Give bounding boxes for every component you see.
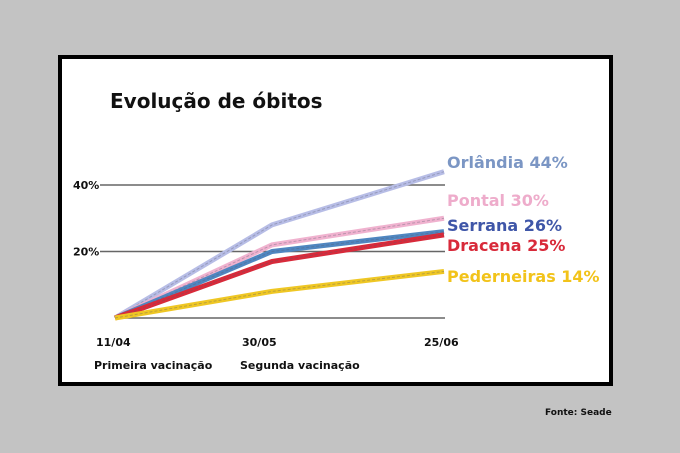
series-label: Pederneiras 14% [447,267,600,286]
series-label: Pontal 30% [447,191,549,210]
series-line-serrana [114,229,445,321]
series-line-pederneiras [114,268,445,321]
series-label: Orlândia 44% [447,153,568,172]
y-ticks: 20% 40% [73,179,99,259]
series-line-texture [114,231,445,319]
chart-frame [58,55,613,386]
y-tick-label: 20% [73,246,99,259]
chart-title: Evolução de óbitos [110,89,323,113]
x-tick-label: 25/06 [424,336,459,349]
series-label: Dracena 25% [447,236,565,255]
series-label: Serrana 26% [447,216,562,235]
x-tick-label: 11/04 [96,336,131,349]
series-lines [113,169,445,321]
series-line-texture [114,234,445,319]
x-tick-label: 30/05 [242,336,277,349]
x-ticks: 11/04 Primeira vacinação 30/05 Segunda vaci… [94,336,459,372]
x-tick-note: Primeira vacinação [94,359,213,372]
x-tick-note: Segunda vacinação [240,359,360,372]
source-note: Fonte: Seade [545,408,612,418]
series-labels: Orlândia 44% Pontal 30% Serrana 26%Dracena… [447,153,600,286]
series-line-texture [114,217,445,319]
y-tick-label: 40% [73,179,99,192]
series-line-dracena [114,232,445,321]
series-line-orlândia [113,169,445,321]
series-line-pontal [113,215,445,321]
series-line-texture [114,171,445,319]
